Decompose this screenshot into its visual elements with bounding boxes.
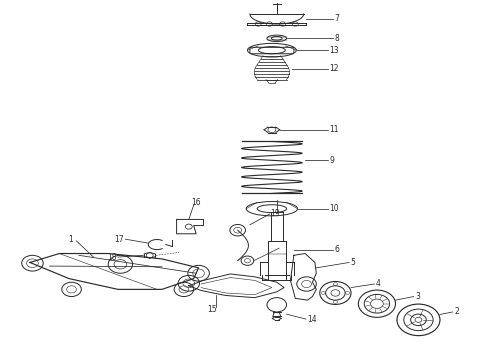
Text: 1: 1 — [68, 235, 73, 244]
Text: 13: 13 — [330, 46, 339, 55]
Text: 2: 2 — [454, 307, 459, 316]
Text: 16: 16 — [191, 198, 201, 207]
Text: 4: 4 — [376, 279, 381, 288]
Text: 11: 11 — [330, 125, 339, 134]
Text: 15: 15 — [207, 305, 217, 314]
Text: 17: 17 — [114, 235, 124, 244]
Text: 18: 18 — [107, 253, 117, 262]
Text: 8: 8 — [334, 34, 339, 43]
Text: 14: 14 — [308, 315, 317, 324]
Text: 10: 10 — [330, 204, 339, 213]
Text: 7: 7 — [334, 14, 339, 23]
Text: 5: 5 — [350, 258, 355, 267]
Text: 3: 3 — [415, 292, 420, 301]
Text: 6: 6 — [334, 246, 339, 255]
Text: 12: 12 — [330, 64, 339, 73]
Text: 9: 9 — [330, 156, 334, 165]
Text: 19: 19 — [270, 209, 280, 218]
